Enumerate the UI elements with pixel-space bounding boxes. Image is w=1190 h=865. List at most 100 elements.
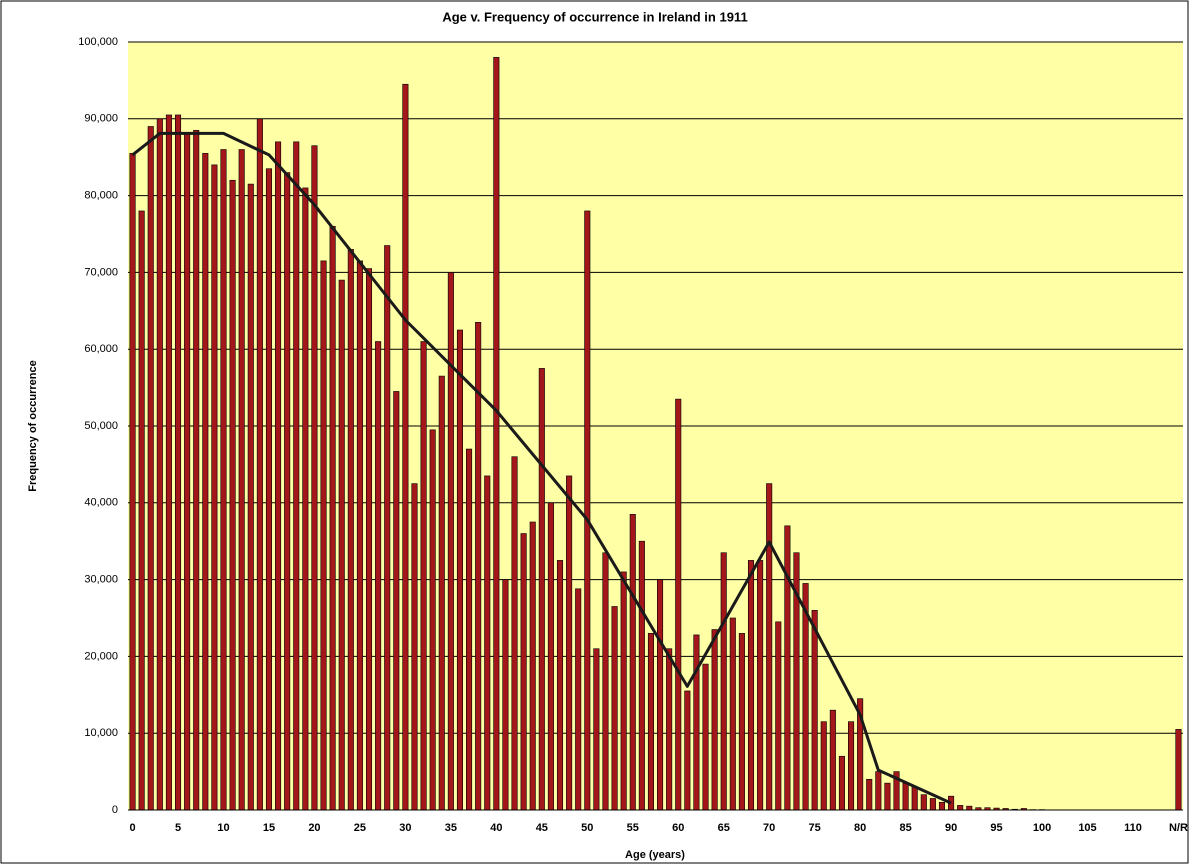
bar bbox=[1175, 729, 1182, 811]
bar bbox=[675, 398, 682, 811]
x-tick-label: 5 bbox=[175, 822, 181, 834]
bar bbox=[911, 786, 918, 811]
x-tick-label: 85 bbox=[899, 822, 911, 834]
bar bbox=[638, 540, 645, 811]
x-tick-label: 30 bbox=[399, 822, 411, 834]
bar bbox=[302, 187, 309, 811]
bar bbox=[184, 133, 191, 811]
bar bbox=[384, 245, 391, 811]
bar bbox=[411, 483, 418, 811]
bar bbox=[848, 721, 855, 811]
bar bbox=[420, 341, 427, 811]
bar bbox=[484, 475, 491, 811]
bar bbox=[684, 690, 691, 811]
y-tick-label: 50,000 bbox=[84, 420, 118, 432]
bar bbox=[456, 329, 463, 811]
bar bbox=[393, 391, 400, 811]
x-tick-label: 50 bbox=[581, 822, 593, 834]
bar bbox=[938, 802, 946, 811]
y-tick-label: 40,000 bbox=[84, 497, 118, 509]
x-tick-label: 105 bbox=[1078, 822, 1096, 834]
y-tick-label: 10,000 bbox=[84, 727, 118, 739]
x-tick-label: 110 bbox=[1124, 822, 1142, 834]
bar bbox=[502, 579, 509, 811]
bar bbox=[193, 130, 200, 811]
bar bbox=[229, 179, 236, 811]
x-tick-label: 65 bbox=[718, 822, 730, 834]
bar bbox=[584, 210, 591, 811]
bar bbox=[556, 560, 564, 811]
bar bbox=[466, 448, 473, 811]
y-tick-label: 0 bbox=[112, 804, 118, 816]
bar bbox=[647, 633, 654, 811]
bar bbox=[256, 118, 263, 811]
bar bbox=[620, 571, 627, 811]
bar bbox=[593, 648, 600, 811]
bar bbox=[711, 629, 718, 811]
bar bbox=[275, 141, 282, 811]
bar bbox=[575, 588, 582, 811]
y-tick-label: 70,000 bbox=[84, 266, 118, 278]
bar bbox=[529, 521, 536, 811]
trend-line bbox=[131, 131, 952, 805]
bar bbox=[174, 114, 182, 811]
bar bbox=[902, 782, 909, 811]
bar bbox=[238, 149, 245, 811]
bar bbox=[329, 226, 336, 811]
bar bbox=[657, 579, 664, 811]
x-axis-label: Age (years) bbox=[625, 849, 685, 861]
bar bbox=[929, 798, 936, 811]
bar bbox=[966, 805, 973, 811]
bar bbox=[311, 145, 318, 811]
x-tick-label: 20 bbox=[308, 822, 320, 834]
x-tick-label: 15 bbox=[263, 822, 275, 834]
y-tick-label: 80,000 bbox=[84, 190, 118, 202]
bar bbox=[447, 272, 454, 811]
bar bbox=[666, 648, 673, 811]
bar bbox=[165, 114, 172, 811]
bar bbox=[284, 172, 291, 811]
x-tick-label: 90 bbox=[945, 822, 957, 834]
bar bbox=[729, 617, 736, 811]
bar bbox=[202, 153, 209, 811]
bar bbox=[402, 83, 409, 811]
bar bbox=[957, 805, 964, 811]
bar bbox=[520, 533, 527, 811]
x-tick-label: 40 bbox=[490, 822, 502, 834]
bar bbox=[547, 502, 554, 811]
bar bbox=[320, 260, 327, 811]
x-tick-label: 70 bbox=[763, 822, 775, 834]
bar bbox=[265, 168, 272, 811]
bar bbox=[611, 606, 618, 811]
bar bbox=[820, 721, 827, 811]
bar bbox=[347, 249, 354, 811]
bar bbox=[693, 634, 700, 811]
x-tick-label: 60 bbox=[672, 822, 684, 834]
y-tick-label: 100,000 bbox=[78, 36, 118, 48]
bar bbox=[866, 778, 873, 811]
bar bbox=[493, 57, 500, 811]
bar bbox=[702, 663, 709, 811]
x-tick-label: 45 bbox=[536, 822, 548, 834]
bar bbox=[747, 560, 755, 811]
bar bbox=[538, 368, 545, 811]
bar bbox=[757, 560, 764, 811]
bar bbox=[511, 456, 518, 811]
bar bbox=[147, 126, 154, 811]
bar bbox=[375, 341, 382, 811]
bar bbox=[766, 483, 773, 811]
bar bbox=[566, 475, 573, 811]
y-tick-label: 20,000 bbox=[84, 650, 118, 662]
bar bbox=[829, 709, 836, 811]
bar bbox=[356, 260, 363, 811]
x-tick-label: 10 bbox=[217, 822, 229, 834]
x-tick-label: 0 bbox=[129, 822, 135, 834]
x-tick-label: 95 bbox=[990, 822, 1002, 834]
x-tick-label: 75 bbox=[809, 822, 821, 834]
bar bbox=[811, 610, 818, 811]
x-tick-label: N/R bbox=[1169, 822, 1188, 834]
x-tick-label: 25 bbox=[354, 822, 366, 834]
bar bbox=[438, 375, 445, 811]
bar bbox=[738, 633, 745, 811]
